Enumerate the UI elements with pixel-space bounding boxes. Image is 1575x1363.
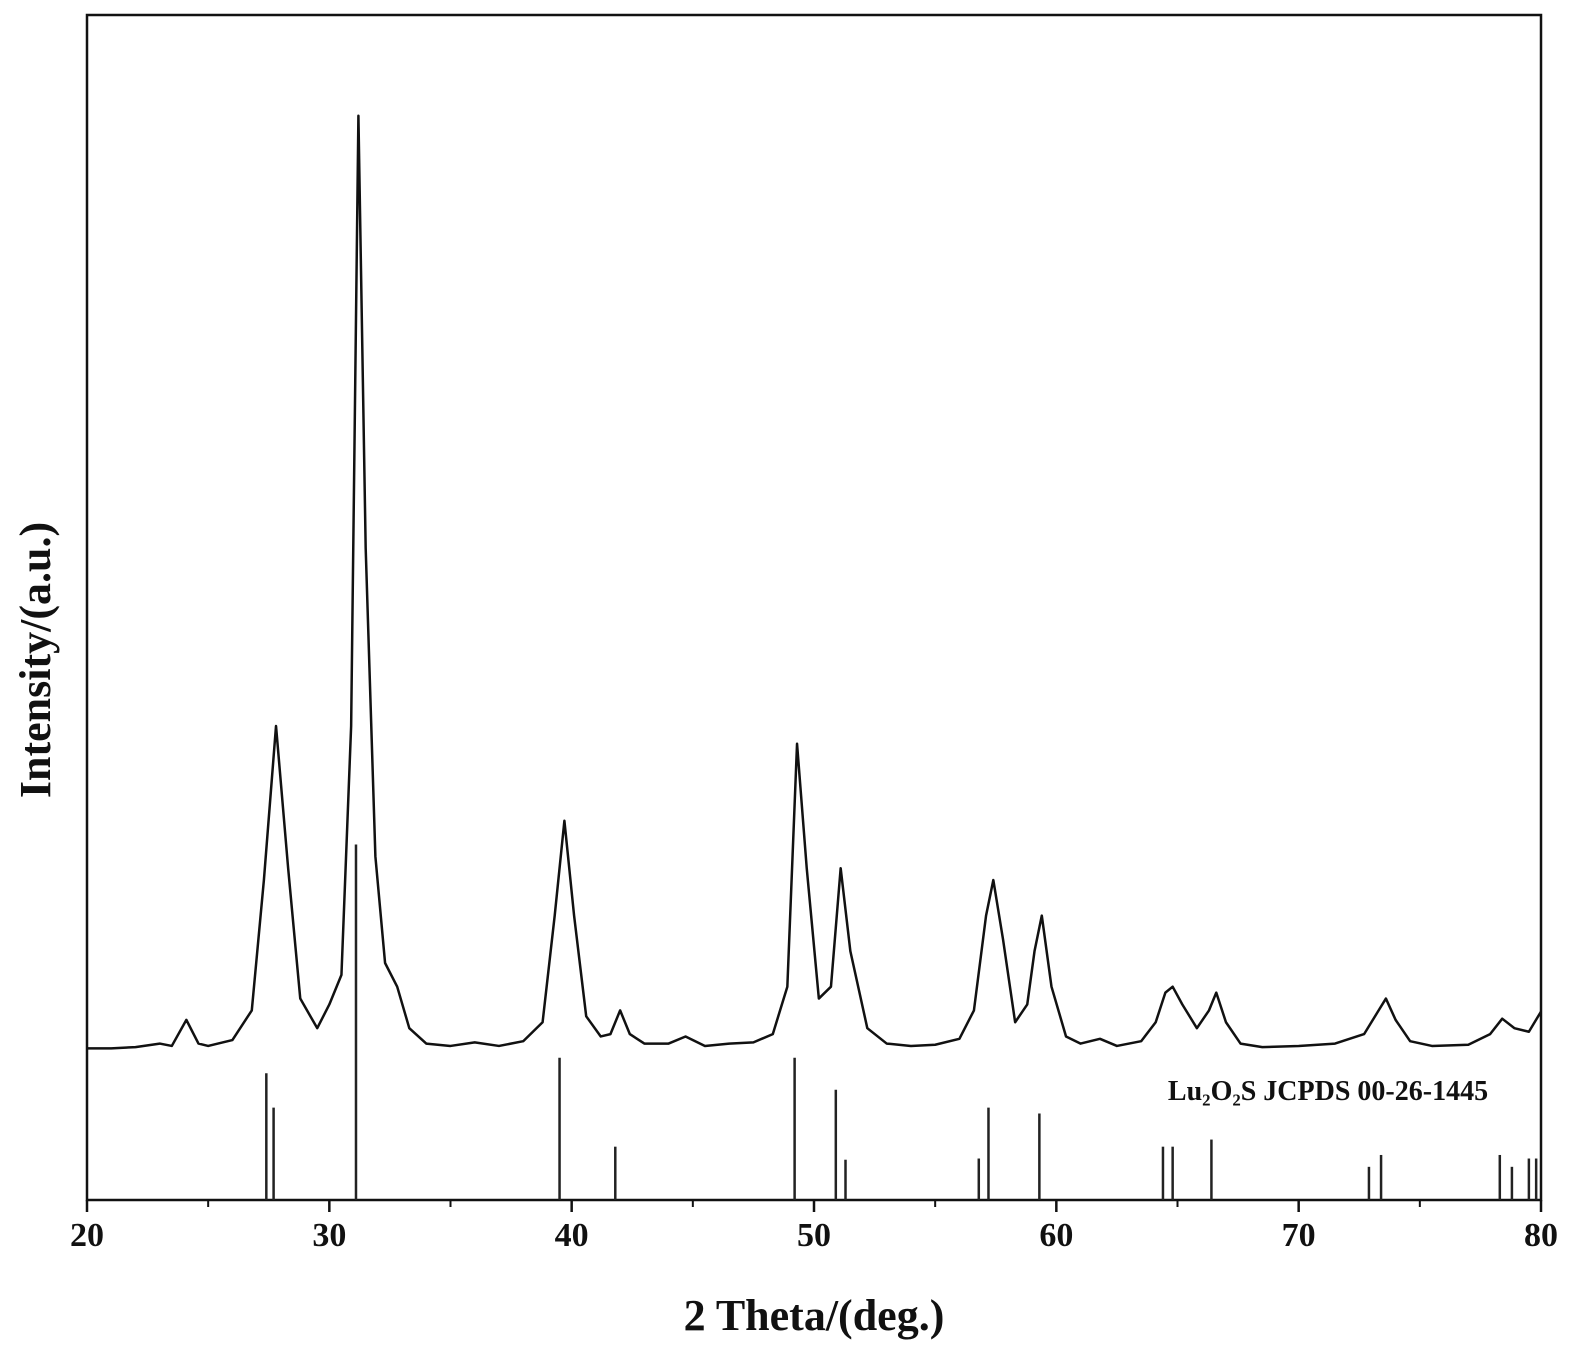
- y-axis-label: Intensity/(a.u.): [11, 522, 60, 798]
- x-tick-label: 20: [70, 1217, 104, 1254]
- plot-frame: [85, 13, 1543, 1202]
- x-tick-label: 40: [555, 1217, 589, 1254]
- x-tick-label: 70: [1282, 1217, 1316, 1254]
- x-tick-label: 80: [1524, 1217, 1558, 1254]
- x-tick-label: 50: [797, 1217, 831, 1254]
- pattern-line: [87, 114, 1543, 1050]
- reference-label: Lu₂O₂S JCPDS 00-26-1445: [1168, 1076, 1488, 1107]
- x-tick-label: 30: [312, 1217, 346, 1254]
- x-tick-label: 60: [1039, 1217, 1073, 1254]
- x-axis-label: 2 Theta/(deg.): [684, 1291, 945, 1340]
